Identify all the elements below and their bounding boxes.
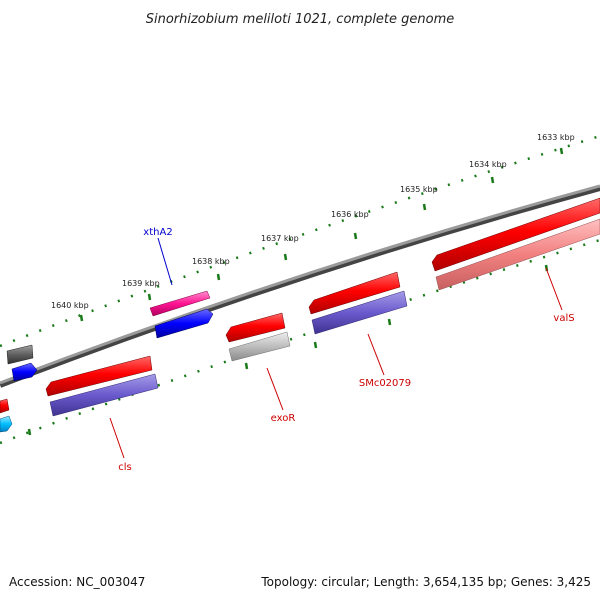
gene-label-valS: valS — [553, 313, 574, 324]
leader-line-xthA2 — [157, 237, 173, 286]
kbp-label-1636: 1636 kbp — [331, 210, 369, 219]
leader-line-exoR — [266, 367, 284, 411]
leader-line-valS — [545, 267, 563, 311]
accession-text: Accession: NC_003047 — [9, 575, 145, 589]
gene-arrow-SMc02079-purple[interactable] — [311, 290, 408, 335]
kbp-label-1637: 1637 kbp — [261, 234, 299, 243]
genome-backbone-shadow — [0, 185, 600, 388]
gene-arrow-red-left-edge[interactable] — [0, 398, 10, 414]
gene-label-cls: cls — [118, 462, 132, 473]
gene-arrow-dark-left[interactable] — [6, 344, 34, 365]
gene-arrow-SMc02079[interactable] — [308, 271, 401, 315]
map-title: Sinorhizobium meliloti 1021, complete ge… — [146, 12, 455, 27]
kbp-label-1640: 1640 kbp — [51, 301, 89, 310]
inner-ruler — [0, 238, 600, 445]
gene-arrow-valS-pink[interactable] — [435, 218, 600, 291]
gene-label-SMc02079: SMc02079 — [359, 378, 411, 389]
gene-label-exoR: exoR — [271, 413, 296, 424]
gene-arrow-blue-upper[interactable] — [154, 308, 214, 339]
kbp-label-1633: 1633 kbp — [537, 133, 575, 142]
leader-line-SMc02079 — [367, 333, 385, 376]
gene-arrow-cyan-left-edge[interactable] — [0, 415, 13, 433]
kbp-label-1638: 1638 kbp — [192, 257, 230, 266]
genome-backbone — [0, 184, 600, 385]
outer-ruler-major-ticks — [79, 147, 564, 322]
gene-arrow-exoR[interactable] — [225, 312, 286, 343]
inner-ruler-major-ticks — [27, 264, 549, 436]
gene-arrow-valS[interactable] — [431, 197, 600, 272]
gene-arrow-cls-purple[interactable] — [49, 373, 159, 417]
outer-ruler — [0, 134, 600, 348]
gene-arrow-exoR-shadow[interactable] — [228, 331, 291, 362]
genome-summary-text: Topology: circular; Length: 3,654,135 bp… — [260, 575, 591, 589]
gene-arrow-cls[interactable] — [45, 355, 153, 397]
kbp-label-1635: 1635 kbp — [400, 185, 438, 194]
gene-arrow-xthA2[interactable] — [149, 290, 211, 317]
gene-arrow-blue-left[interactable] — [11, 362, 38, 382]
gene-label-xthA2: xthA2 — [143, 227, 172, 238]
kbp-label-1639: 1639 kbp — [122, 279, 160, 288]
leader-line-cls — [109, 417, 125, 459]
kbp-label-1634: 1634 kbp — [469, 160, 507, 169]
